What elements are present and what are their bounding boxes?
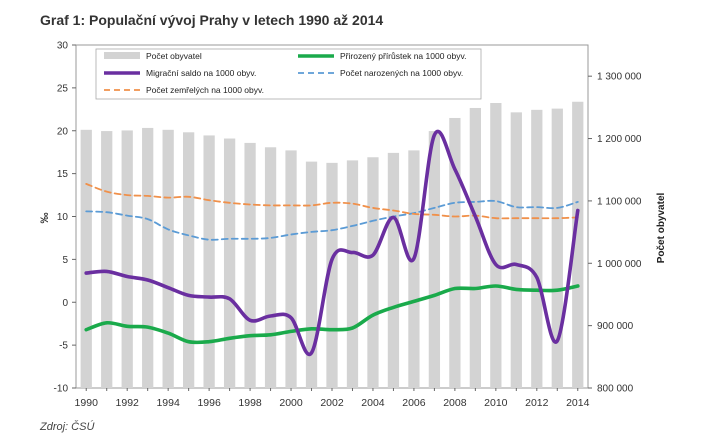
series-line-prirozeny-prirustek-na-1000-obyv [84,284,580,345]
bar-population-1996 [203,135,215,388]
left-axis-tick-label: 15 [57,169,69,180]
bar-population-1993 [142,127,154,388]
bar-population-1990 [80,129,92,388]
left-axis-tick-label: 30 [57,41,69,52]
series-line-migracni-saldo-na-1000-obyv [84,130,580,357]
bar-population-1998 [244,142,256,388]
x-axis-tick-label: 1998 [238,397,262,409]
x-axis-tick-label: 2004 [361,397,385,409]
source-note: Zdroj: ČSÚ [40,421,95,433]
bar-population-1999 [264,147,277,388]
bar-population-2002 [326,162,338,388]
right-axis-tick-label: 800 000 [597,384,634,395]
left-axis-tick-label: 10 [57,212,69,223]
left-axis-tick-label: 20 [57,126,69,137]
x-axis-tick-label: 2008 [443,397,467,409]
series-line-pocet-zemrelych-na-1000-obyv [85,183,579,220]
legend-swatch-bar [104,52,140,59]
left-axis-tick-label: -5 [59,341,68,352]
bar-population-2010 [490,102,502,389]
x-axis-tick-label: 1990 [75,397,99,409]
bar-population-2000 [285,150,297,388]
legend-label: Přirozený přírůstek na 1000 obyv. [340,51,466,61]
left-axis-tick-label: 25 [57,83,69,94]
legend-label: Počet obyvatel [146,51,202,61]
left-axis-tick-label: 0 [62,298,68,309]
bar-population-2007 [428,131,441,388]
bar-population-1991 [101,131,113,388]
x-axis-tick-label: 1994 [156,397,180,409]
bar-population-2003 [346,160,359,388]
legend-label: Počet narozených na 1000 obyv. [340,68,463,78]
x-axis-tick-label: 2000 [279,397,303,409]
bar-population-2011 [510,112,522,389]
left-axis-label: ‰ [39,213,51,224]
bar-population-2012 [531,109,543,388]
right-axis-tick-label: 1 300 000 [597,72,642,83]
bar-population-2008 [449,117,461,388]
bar-population-1994 [162,129,174,388]
x-axis-tick-label: 2010 [484,397,508,409]
bar-population-2004 [367,157,379,388]
left-axis-tick-label: 5 [62,255,68,266]
x-axis-tick-label: 2012 [525,397,549,409]
x-axis-tick-label: 2014 [566,397,590,409]
legend-label: Počet zemřelých na 1000 obyv. [146,85,264,95]
x-axis-tick-label: 1992 [116,397,140,409]
left-axis-tick-label: -10 [54,384,69,395]
legend-box [95,48,482,100]
bar-population-2013 [551,108,563,389]
right-axis-label: Počet obyvatel [656,192,667,263]
bar-population-1997 [223,138,236,388]
bar-population-2009 [469,107,481,388]
right-axis-tick-label: 1 200 000 [597,134,642,145]
x-axis-tick-label: 1996 [197,397,221,409]
bar-population-1992 [121,130,133,389]
x-axis-tick-label: 2006 [402,397,426,409]
right-axis-tick-label: 1 100 000 [597,196,642,207]
x-axis-tick-label: 2002 [320,397,344,409]
right-axis-tick-label: 900 000 [597,321,634,332]
bar-population-1995 [183,132,195,388]
bar-population-2001 [305,161,318,388]
bar-population-2006 [408,150,420,388]
series-line-pocet-narozenych-na-1000-obyv [85,199,579,241]
chart-title: Graf 1: Populační vývoj Prahy v letech 1… [40,12,384,28]
right-axis-tick-label: 1 000 000 [597,259,642,270]
bar-population-2014 [572,101,584,388]
legend-label: Migrační saldo na 1000 obyv. [146,68,256,78]
bar-population-2005 [387,152,400,388]
